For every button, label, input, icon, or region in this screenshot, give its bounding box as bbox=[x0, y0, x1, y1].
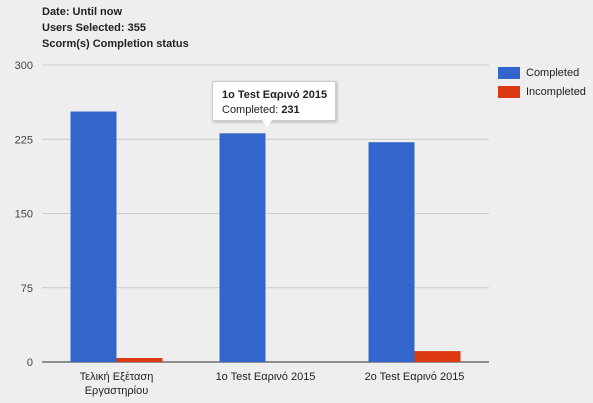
y-tick-label: 150 bbox=[15, 209, 33, 221]
bar-completed bbox=[70, 111, 117, 362]
x-tick-label: 2o Test Εαρινό 2015 bbox=[365, 371, 465, 383]
tooltip-title: 1o Test Εαρινό 2015 bbox=[222, 89, 328, 101]
chart-legend: Completed Incompleted bbox=[498, 63, 586, 101]
x-tick-label: 1o Test Εαρινό 2015 bbox=[216, 371, 316, 383]
legend-label: Incompleted bbox=[526, 85, 586, 98]
y-tick-label: 225 bbox=[15, 134, 33, 146]
chart-title: Scorm(s) Completion status bbox=[42, 38, 189, 50]
x-tick-label: Τελική Εξέταση bbox=[80, 371, 154, 383]
bar-tooltip: 1o Test Εαρινό 2015 Completed: 231 bbox=[212, 81, 336, 128]
tooltip-body: Completed: 231 bbox=[222, 103, 335, 118]
bar-incompleted bbox=[414, 351, 461, 362]
date-label: Date: Until now bbox=[42, 6, 123, 18]
y-tick-label: 300 bbox=[15, 60, 33, 72]
users-selected-label: Users Selected: 355 bbox=[42, 22, 146, 34]
tooltip-pointer bbox=[262, 120, 272, 128]
bar-incompleted bbox=[116, 358, 163, 362]
legend-label: Completed bbox=[526, 66, 580, 79]
chart-header: Date: Until now Users Selected: 355 Scor… bbox=[42, 4, 189, 52]
y-tick-label: 75 bbox=[21, 283, 33, 295]
legend-item-incompleted: Incompleted bbox=[498, 82, 586, 101]
bar-completed bbox=[219, 133, 266, 362]
x-tick-label: Εργαστηρίου bbox=[85, 385, 149, 397]
legend-swatch bbox=[498, 66, 520, 79]
bar-completed bbox=[368, 142, 415, 362]
tooltip-value: 231 bbox=[281, 104, 300, 116]
legend-item-completed: Completed bbox=[498, 63, 586, 82]
legend-swatch bbox=[498, 85, 520, 98]
y-tick-label: 0 bbox=[27, 357, 33, 369]
tooltip-label: Completed: bbox=[222, 104, 282, 116]
